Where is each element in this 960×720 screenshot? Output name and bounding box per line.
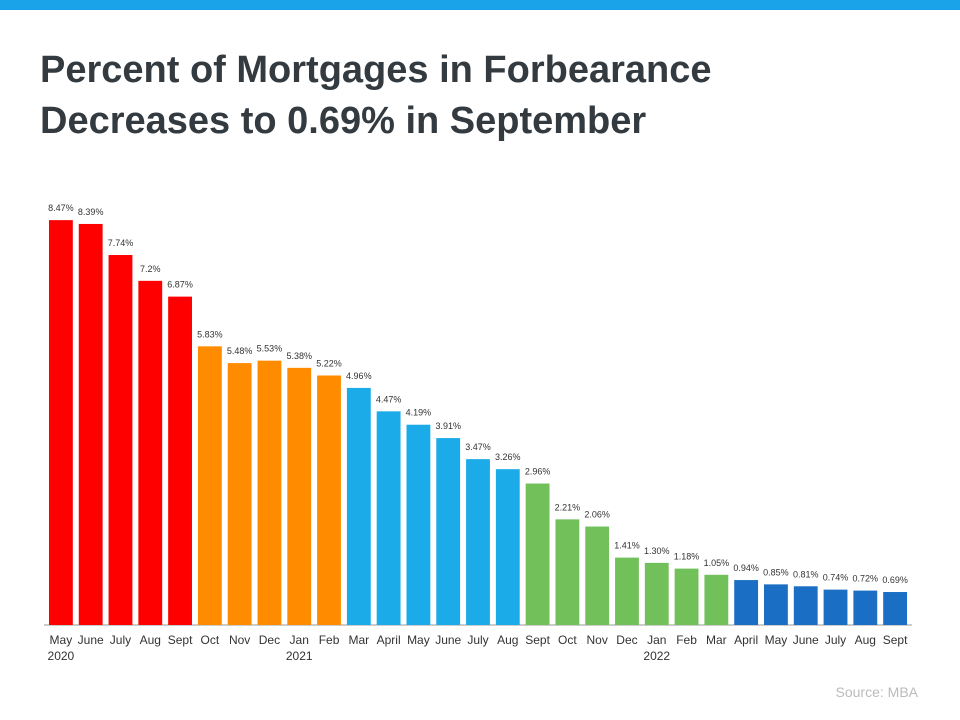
x-tick-label: June (793, 633, 819, 647)
value-label: 8.47% (48, 203, 74, 213)
x-tick-label: June (435, 633, 461, 647)
value-label: 5.83% (197, 329, 223, 339)
bar (823, 589, 848, 625)
x-tick-label: Dec (259, 633, 280, 647)
value-label: 0.69% (882, 575, 908, 585)
bar (168, 296, 192, 625)
bar (78, 223, 103, 625)
bar (466, 459, 490, 625)
value-label: 1.18% (674, 552, 700, 562)
x-tick-label: June (78, 633, 104, 647)
value-label: 5.53% (257, 344, 283, 354)
value-label: 0.72% (853, 574, 879, 584)
value-label: 0.81% (793, 569, 819, 579)
x-tick-label: April (377, 633, 401, 647)
bar (48, 220, 73, 625)
x-year-label: 2022 (643, 649, 670, 663)
bar (853, 590, 878, 625)
chart-title: Decreases to 0.69% in September (40, 100, 646, 142)
bar (257, 360, 282, 625)
x-tick-label: Aug (497, 633, 518, 647)
top-bar (0, 0, 960, 10)
value-label: 0.85% (763, 567, 789, 577)
x-tick-label: Oct (558, 633, 577, 647)
bar (793, 586, 818, 625)
x-tick-label: Aug (140, 633, 161, 647)
x-tick-label: Oct (201, 633, 220, 647)
x-tick-label: Jan (647, 633, 666, 647)
bar (317, 375, 341, 625)
value-label: 0.74% (823, 573, 849, 583)
x-tick-label: April (734, 633, 758, 647)
bar (346, 387, 371, 625)
value-label: 5.48% (227, 346, 253, 356)
x-tick-label: July (110, 633, 131, 647)
bar (108, 255, 133, 625)
value-label: 2.06% (584, 510, 610, 520)
value-label: 1.05% (704, 558, 730, 568)
x-year-label: 2021 (286, 649, 313, 663)
x-tick-label: May (407, 633, 430, 647)
bar (197, 346, 222, 625)
x-tick-label: Nov (229, 633, 250, 647)
bar (674, 568, 699, 625)
bar (883, 592, 908, 625)
bar (704, 574, 729, 625)
x-tick-label: Feb (319, 633, 340, 647)
value-label: 6.87% (167, 280, 193, 290)
value-label: 4.96% (346, 371, 372, 381)
value-label: 0.94% (733, 563, 759, 573)
source: Source: MBA (836, 684, 919, 700)
x-tick-label: July (825, 633, 846, 647)
value-label: 3.91% (435, 421, 461, 431)
value-label: 5.38% (286, 351, 312, 361)
value-label: 5.22% (316, 358, 342, 368)
x-tick-label: Feb (676, 633, 697, 647)
bar (644, 562, 669, 625)
chart-title: Percent of Mortgages in Forbearance (40, 49, 712, 91)
x-tick-label: July (467, 633, 488, 647)
value-label: 1.41% (614, 541, 640, 551)
x-tick-label: Dec (616, 633, 637, 647)
value-label: 2.21% (555, 502, 581, 512)
x-tick-label: Sept (883, 633, 908, 647)
bar (555, 519, 580, 625)
x-tick-label: Mar (706, 633, 727, 647)
x-tick-label: Jan (290, 633, 309, 647)
bar (615, 557, 639, 625)
value-label: 2.96% (525, 467, 551, 477)
bar (585, 526, 610, 625)
bar (227, 363, 252, 625)
value-label: 1.30% (644, 546, 670, 556)
bar (406, 424, 431, 625)
bar (376, 411, 401, 625)
value-label: 3.26% (495, 452, 521, 462)
x-tick-label: Nov (587, 633, 608, 647)
bar (287, 367, 312, 625)
value-label: 4.47% (376, 394, 402, 404)
value-label: 7.2% (140, 264, 161, 274)
value-label: 4.19% (406, 408, 432, 418)
x-year-label: 2020 (48, 649, 75, 663)
x-tick-label: Sept (168, 633, 193, 647)
value-label: 3.47% (465, 442, 491, 452)
bar (495, 469, 520, 625)
bar (436, 438, 461, 625)
value-label: 8.39% (78, 207, 104, 217)
bar (138, 280, 163, 625)
x-tick-label: May (50, 633, 73, 647)
x-tick-label: Aug (855, 633, 876, 647)
x-tick-label: Mar (348, 633, 369, 647)
bar (764, 584, 788, 625)
bar (734, 580, 759, 625)
value-label: 7.74% (108, 238, 134, 248)
x-tick-label: May (765, 633, 788, 647)
x-tick-label: Sept (525, 633, 550, 647)
bar (525, 483, 550, 625)
